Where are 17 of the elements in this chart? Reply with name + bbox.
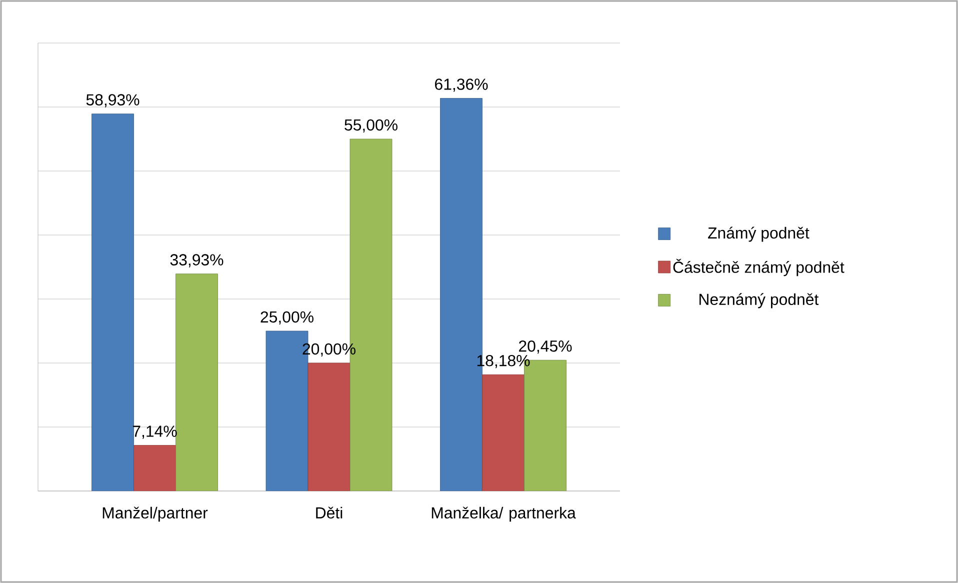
x-tick-label: Manželka/ partnerka <box>432 506 576 522</box>
bar <box>308 362 350 491</box>
data-label: 20,45% <box>519 340 572 354</box>
data-label: 58,93% <box>86 94 140 108</box>
bar <box>92 114 134 491</box>
data-label: 61,36% <box>435 78 488 92</box>
data-label: 33,93% <box>170 254 224 268</box>
legend-label: Neznámý podnět <box>700 293 819 308</box>
x-tick-label: Děti <box>316 506 342 519</box>
bar <box>134 445 176 491</box>
data-label: 25,00% <box>260 311 314 324</box>
legend-label: Částečně známý podnět <box>673 258 844 276</box>
data-label: 55,00% <box>344 119 398 132</box>
bar <box>482 374 524 491</box>
legend-label: Známý podnět <box>708 226 810 242</box>
bar <box>176 274 218 491</box>
x-tick-label: Manžel/partner <box>102 506 208 522</box>
